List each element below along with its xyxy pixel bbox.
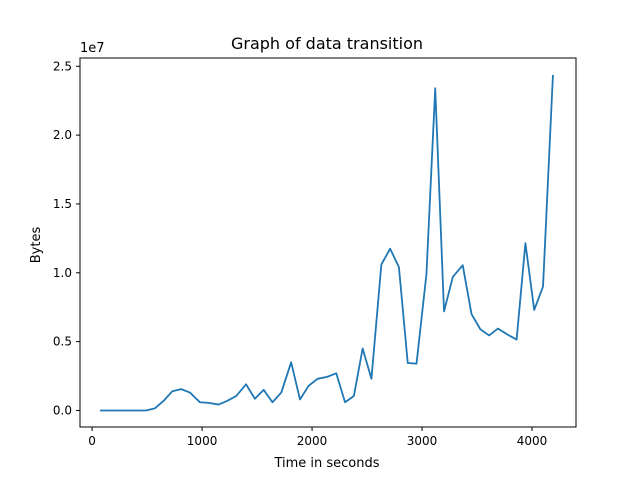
axes-frame <box>79 57 577 428</box>
x-tick-label: 0 <box>88 434 96 448</box>
y-axis-offset-label: 1e7 <box>80 41 105 56</box>
y-tick-label: 0.0 <box>53 403 72 417</box>
y-tick-label: 1.5 <box>53 197 72 211</box>
plot-area: 0 1000 2000 3000 4000 0.0 0.5 1.0 1.5 2.0 2.5 <box>53 57 577 448</box>
x-tick-label: 3000 <box>407 434 438 448</box>
y-tick-label: 2.5 <box>53 59 72 73</box>
y-axis-label: Bytes <box>29 227 44 264</box>
x-tick-label: 2000 <box>297 434 328 448</box>
y-tick-label: 1.0 <box>53 266 72 280</box>
y-tick-label: 2.0 <box>53 128 72 142</box>
x-tick-label: 4000 <box>517 434 548 448</box>
x-tick-label: 1000 <box>187 434 218 448</box>
chart-title: Graph of data transition <box>231 34 423 53</box>
x-axis-label: Time in seconds <box>273 456 379 471</box>
data-series-line <box>100 74 554 412</box>
y-tick-label: 0.5 <box>53 335 72 349</box>
